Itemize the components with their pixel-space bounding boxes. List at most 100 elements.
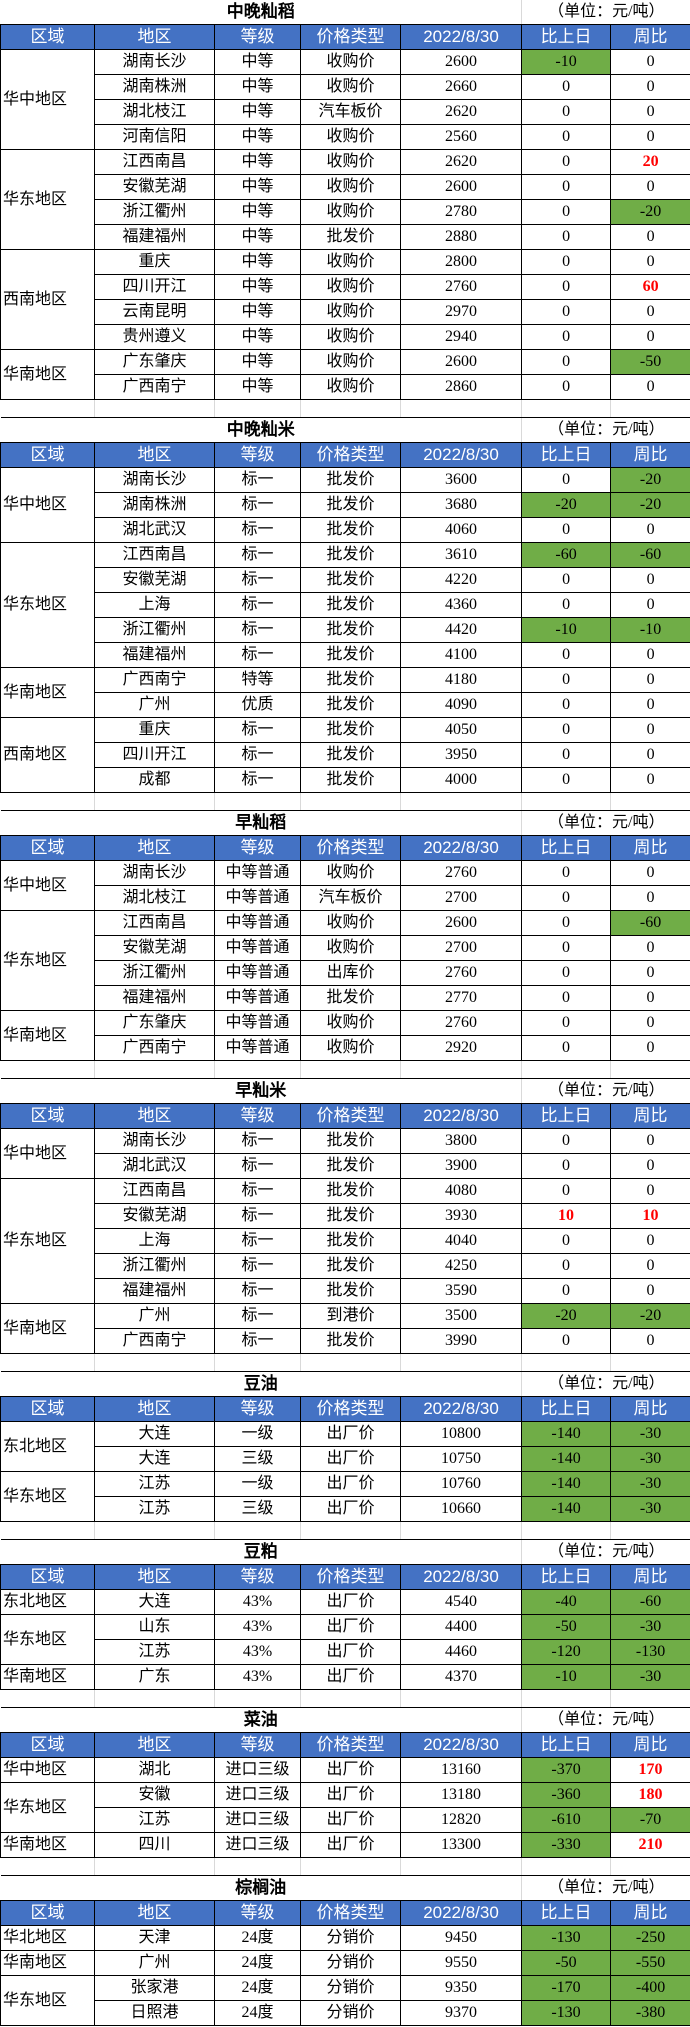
area-cell: 福建福州 [94, 224, 215, 250]
day-change-cell: 0 [521, 960, 612, 986]
empty-cell [521, 792, 611, 811]
table-row: 湖南株洲 中等 收购价 2660 0 0 [1, 74, 690, 100]
table-row: 福建福州 中等普通 批发价 2770 0 0 [1, 985, 690, 1011]
grade-cell: 中等 [214, 224, 301, 250]
header-area: 地区 [94, 1564, 215, 1590]
table-row: 四川开江 标一 批发价 3950 0 0 [1, 742, 690, 768]
day-change-cell: 0 [521, 99, 612, 125]
price-cell: 2600 [399, 910, 523, 936]
price-cell: 3610 [399, 542, 523, 568]
week-change-cell: 0 [610, 49, 690, 75]
area-cell: 广州 [94, 1950, 215, 1976]
week-change-cell: -30 [610, 1446, 690, 1472]
week-change-cell: -400 [610, 1975, 690, 2001]
week-change-cell: 0 [610, 299, 690, 325]
area-cell: 湖南长沙 [94, 49, 215, 75]
table-row: 四川开江 中等 收购价 2760 0 60 [1, 274, 690, 300]
grade-cell: 标一 [214, 542, 301, 568]
unit-label: （单位：元/吨） [521, 1372, 690, 1397]
empty-cell [0, 792, 95, 811]
price-cell: 3900 [399, 1153, 523, 1179]
empty-cell [300, 1689, 401, 1708]
week-change-cell: 0 [610, 324, 690, 350]
week-change-cell: 0 [610, 99, 690, 125]
region-cell: 华南地区 [0, 1950, 95, 1976]
empty-cell [300, 1521, 401, 1540]
grade-cell: 三级 [214, 1446, 301, 1472]
day-change-cell: 0 [521, 467, 612, 493]
grade-cell: 中等 [214, 374, 301, 400]
area-cell: 四川 [94, 1832, 215, 1858]
grade-cell: 中等 [214, 49, 301, 75]
empty-cell [0, 1689, 95, 1708]
price-cell: 4540 [399, 1589, 523, 1615]
empty-cell [610, 1521, 690, 1540]
price-type-cell: 出厂价 [300, 1496, 401, 1522]
day-change-cell: 0 [521, 985, 612, 1011]
table-row: 华南地区 广西南宁 特等 批发价 4180 0 0 [0, 667, 690, 718]
header-price: 2022/8/30 [399, 24, 523, 50]
header-week-change: 周比 [610, 1732, 690, 1758]
day-change-cell: -130 [521, 1925, 612, 1951]
grade-cell: 标一 [214, 1128, 301, 1154]
header-day-change: 比上日 [521, 1564, 612, 1590]
price-type-cell: 收购价 [300, 274, 401, 300]
price-cell: 2760 [399, 1010, 523, 1036]
price-cell: 2660 [399, 74, 523, 100]
table-row: 华中地区 湖南长沙 中等 收购价 2600 -10 0 [0, 49, 690, 150]
grade-cell: 中等 [214, 174, 301, 200]
grade-cell: 24度 [214, 1950, 301, 1976]
price-type-cell: 批发价 [300, 642, 401, 668]
empty-cell [0, 1857, 95, 1876]
header-region: 区域 [0, 442, 95, 468]
price-cell: 3590 [399, 1278, 523, 1304]
week-change-cell: 0 [610, 592, 690, 618]
price-cell: 10750 [399, 1446, 523, 1472]
section-title: 中晚籼米 [0, 418, 522, 443]
table-row: 广西南宁 中等 收购价 2860 0 0 [1, 374, 690, 400]
week-change-cell: -250 [610, 1925, 690, 1951]
table-row: 东北地区 大连 一级 出厂价 10800 -140 -30 [0, 1421, 690, 1472]
price-cell: 2700 [399, 935, 523, 961]
empty-cell [214, 792, 301, 811]
unit-label: （单位：元/吨） [521, 811, 690, 836]
day-change-cell: 0 [521, 74, 612, 100]
price-type-cell: 收购价 [300, 935, 401, 961]
week-change-cell: 180 [610, 1782, 690, 1808]
empty-cell [399, 1857, 522, 1876]
area-cell: 江苏 [94, 1639, 215, 1665]
header-grade: 等级 [214, 835, 301, 861]
region-cell: 华南地区 [0, 1832, 95, 1858]
price-type-cell: 批发价 [300, 1228, 401, 1254]
price-type-cell: 汽车板价 [300, 99, 401, 125]
price-cell: 3680 [399, 492, 523, 518]
empty-cell [214, 1689, 301, 1708]
day-change-cell: -140 [521, 1446, 612, 1472]
price-type-cell: 分销价 [300, 2000, 401, 2026]
grade-cell: 标一 [214, 742, 301, 768]
table-row: 安徽芜湖 中等 收购价 2600 0 0 [1, 174, 690, 200]
price-cell: 2760 [399, 860, 523, 886]
area-cell: 安徽 [94, 1782, 215, 1808]
region-cell: 西南地区 [0, 717, 95, 793]
empty-cell [300, 399, 401, 418]
week-change-cell: -550 [610, 1950, 690, 1976]
day-change-cell: 0 [521, 374, 612, 400]
area-cell: 张家港 [94, 1975, 215, 2001]
section-title-row: 豆粕 （单位：元/吨） [0, 1540, 690, 1565]
spacer-row [0, 792, 690, 811]
empty-cell [94, 1060, 215, 1079]
price-table-0: 中晚籼稻 （单位：元/吨） 区域 地区 等级 价格类型 2022/8/30 比上日 周比 华中地区… [0, 0, 690, 418]
header-area: 地区 [94, 1900, 215, 1926]
price-type-cell: 收购价 [300, 149, 401, 175]
header-price-type: 价格类型 [300, 835, 401, 861]
day-change-cell: 0 [521, 299, 612, 325]
empty-cell [521, 1353, 611, 1372]
table-row: 华东地区 山东 43% 出厂价 4400 -50 -30 [0, 1614, 690, 1665]
table-header: 区域 地区 等级 价格类型 2022/8/30 比上日 周比 [0, 1900, 690, 1926]
price-cell: 3990 [399, 1328, 523, 1354]
grade-cell: 标一 [214, 767, 301, 793]
empty-cell [610, 1857, 690, 1876]
area-cell: 福建福州 [94, 642, 215, 668]
week-change-cell: 0 [610, 1035, 690, 1061]
